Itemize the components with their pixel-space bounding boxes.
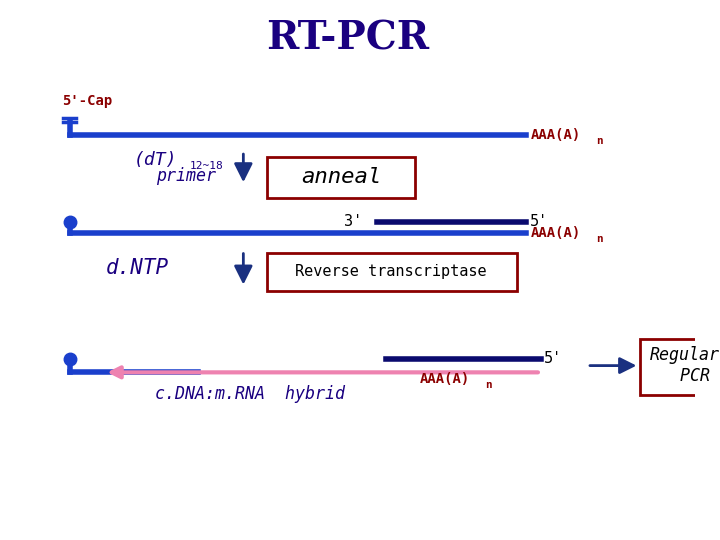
Text: n: n bbox=[485, 380, 492, 390]
Text: (dT): (dT) bbox=[133, 151, 177, 169]
FancyBboxPatch shape bbox=[266, 253, 517, 291]
Text: AAA(A): AAA(A) bbox=[531, 128, 581, 142]
Text: Regular
  PCR: Regular PCR bbox=[649, 346, 720, 385]
Text: AAA(A): AAA(A) bbox=[420, 372, 470, 386]
Text: 5'-Cap: 5'-Cap bbox=[62, 94, 112, 108]
Text: Reverse transcriptase: Reverse transcriptase bbox=[295, 265, 487, 279]
Text: 3': 3' bbox=[344, 214, 362, 229]
Text: 12~18: 12~18 bbox=[189, 161, 223, 171]
Text: 5': 5' bbox=[544, 352, 562, 366]
Text: n: n bbox=[596, 234, 603, 244]
Text: AAA(A): AAA(A) bbox=[531, 226, 581, 240]
Text: n: n bbox=[596, 136, 603, 146]
Text: anneal: anneal bbox=[301, 167, 381, 187]
Text: primer: primer bbox=[156, 167, 217, 185]
Text: 5': 5' bbox=[530, 214, 549, 229]
Text: d.NTP: d.NTP bbox=[107, 258, 169, 278]
FancyBboxPatch shape bbox=[266, 157, 415, 198]
Text: c.DNA:m.RNA  hybrid: c.DNA:m.RNA hybrid bbox=[155, 384, 344, 403]
Text: RT-PCR: RT-PCR bbox=[266, 19, 429, 57]
FancyBboxPatch shape bbox=[640, 339, 720, 395]
